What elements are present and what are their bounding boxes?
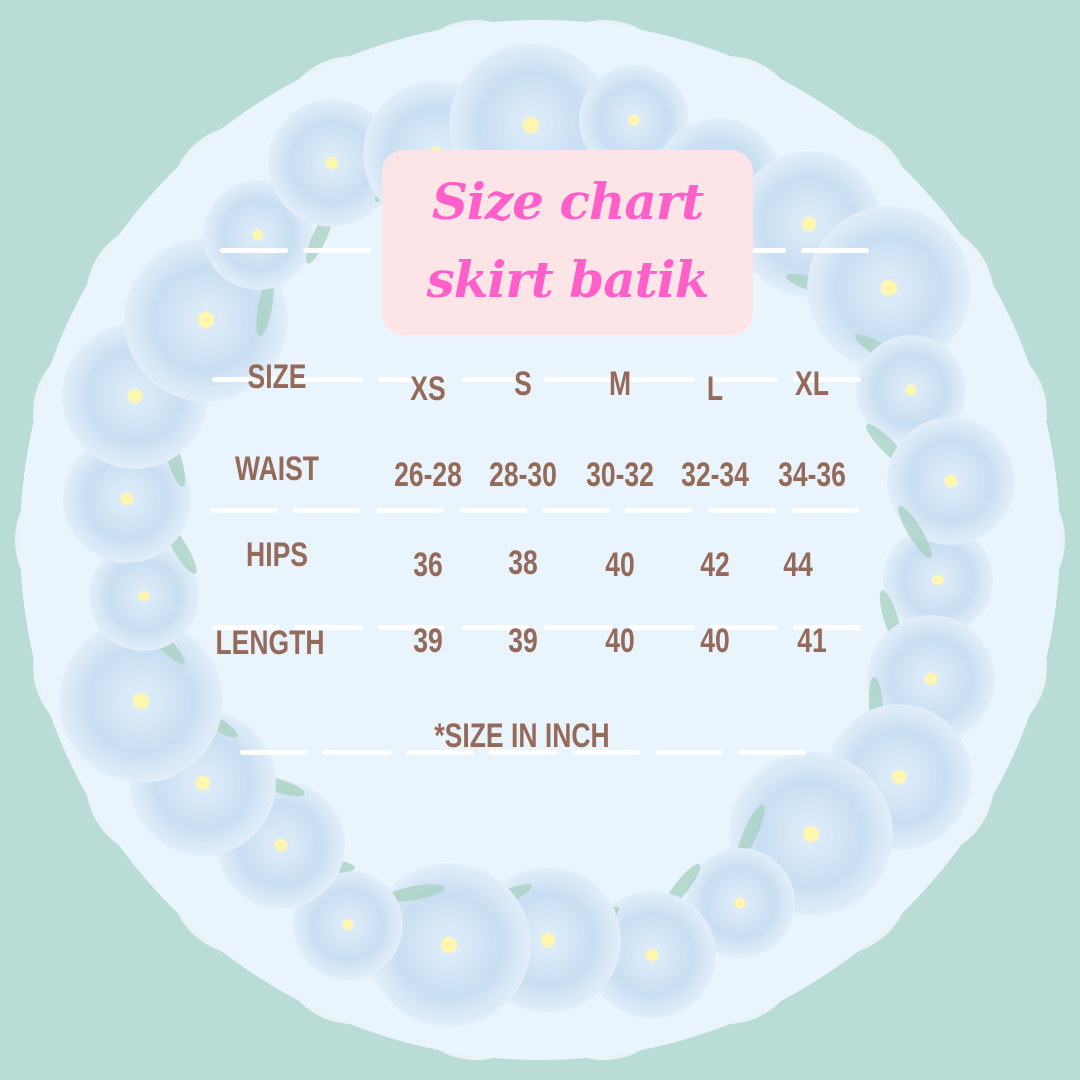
divider-dash	[459, 508, 527, 513]
divider-dash	[542, 508, 610, 513]
divider-dash	[293, 508, 361, 513]
divider-dash	[627, 625, 695, 630]
cell: 36	[413, 546, 443, 584]
divider-dash	[710, 377, 778, 382]
divider-dash	[710, 625, 778, 630]
cell: 28-30	[489, 456, 557, 494]
divider-dash	[544, 625, 612, 630]
divider-dash	[212, 377, 280, 382]
row-label-hips: HIPS	[246, 536, 308, 574]
title-line-2: skirt batik	[426, 250, 710, 309]
divider-dash	[793, 625, 861, 630]
divider-dash	[303, 248, 371, 253]
cell: 40	[605, 546, 635, 584]
size-m: M	[608, 365, 632, 403]
divider-dash	[572, 750, 640, 755]
cell: 42	[700, 546, 730, 584]
divider-dash	[220, 248, 288, 253]
divider-dash	[295, 625, 363, 630]
divider-dash	[212, 625, 280, 630]
size-l: L	[706, 370, 724, 408]
footnote: *SIZE IN INCH	[434, 717, 610, 755]
cell: 38	[508, 544, 538, 582]
row-label-waist: WAIST	[235, 450, 319, 488]
header-label: SIZE	[247, 358, 307, 396]
cell: 44	[783, 546, 813, 584]
cell: 39	[413, 622, 443, 660]
divider-dash	[378, 377, 446, 382]
divider-dash	[544, 377, 612, 382]
title-box: Size chart skirt batik	[382, 150, 753, 335]
cell: 40	[700, 622, 730, 660]
divider-dash	[210, 508, 278, 513]
divider-dash	[655, 750, 723, 755]
cell: 32-34	[681, 456, 749, 494]
divider-dash	[378, 625, 446, 630]
cell: 40	[605, 622, 635, 660]
title-line-1: Size chart	[431, 172, 704, 231]
cell: 30-32	[586, 456, 654, 494]
cell: 39	[508, 622, 538, 660]
row-label-length: LENGTH	[215, 624, 325, 662]
divider-dash	[461, 625, 529, 630]
divider-dash	[406, 750, 474, 755]
divider-dash	[625, 508, 693, 513]
divider-dash	[793, 377, 861, 382]
divider-dash	[708, 508, 776, 513]
divider-dash	[627, 377, 695, 382]
divider-dash	[461, 377, 529, 382]
size-s: S	[514, 365, 532, 403]
divider-dash	[240, 750, 308, 755]
divider-dash	[376, 508, 444, 513]
size-xs: XS	[410, 370, 446, 408]
divider-dash	[295, 377, 363, 382]
cell: 34-36	[778, 456, 846, 494]
divider-dash	[801, 248, 869, 253]
divider-dash	[489, 750, 557, 755]
cell: 26-28	[394, 456, 462, 494]
divider-dash	[323, 750, 391, 755]
size-xl: XL	[795, 365, 829, 403]
divider-dash	[738, 750, 806, 755]
divider-dash	[791, 508, 859, 513]
cell: 41	[797, 622, 827, 660]
